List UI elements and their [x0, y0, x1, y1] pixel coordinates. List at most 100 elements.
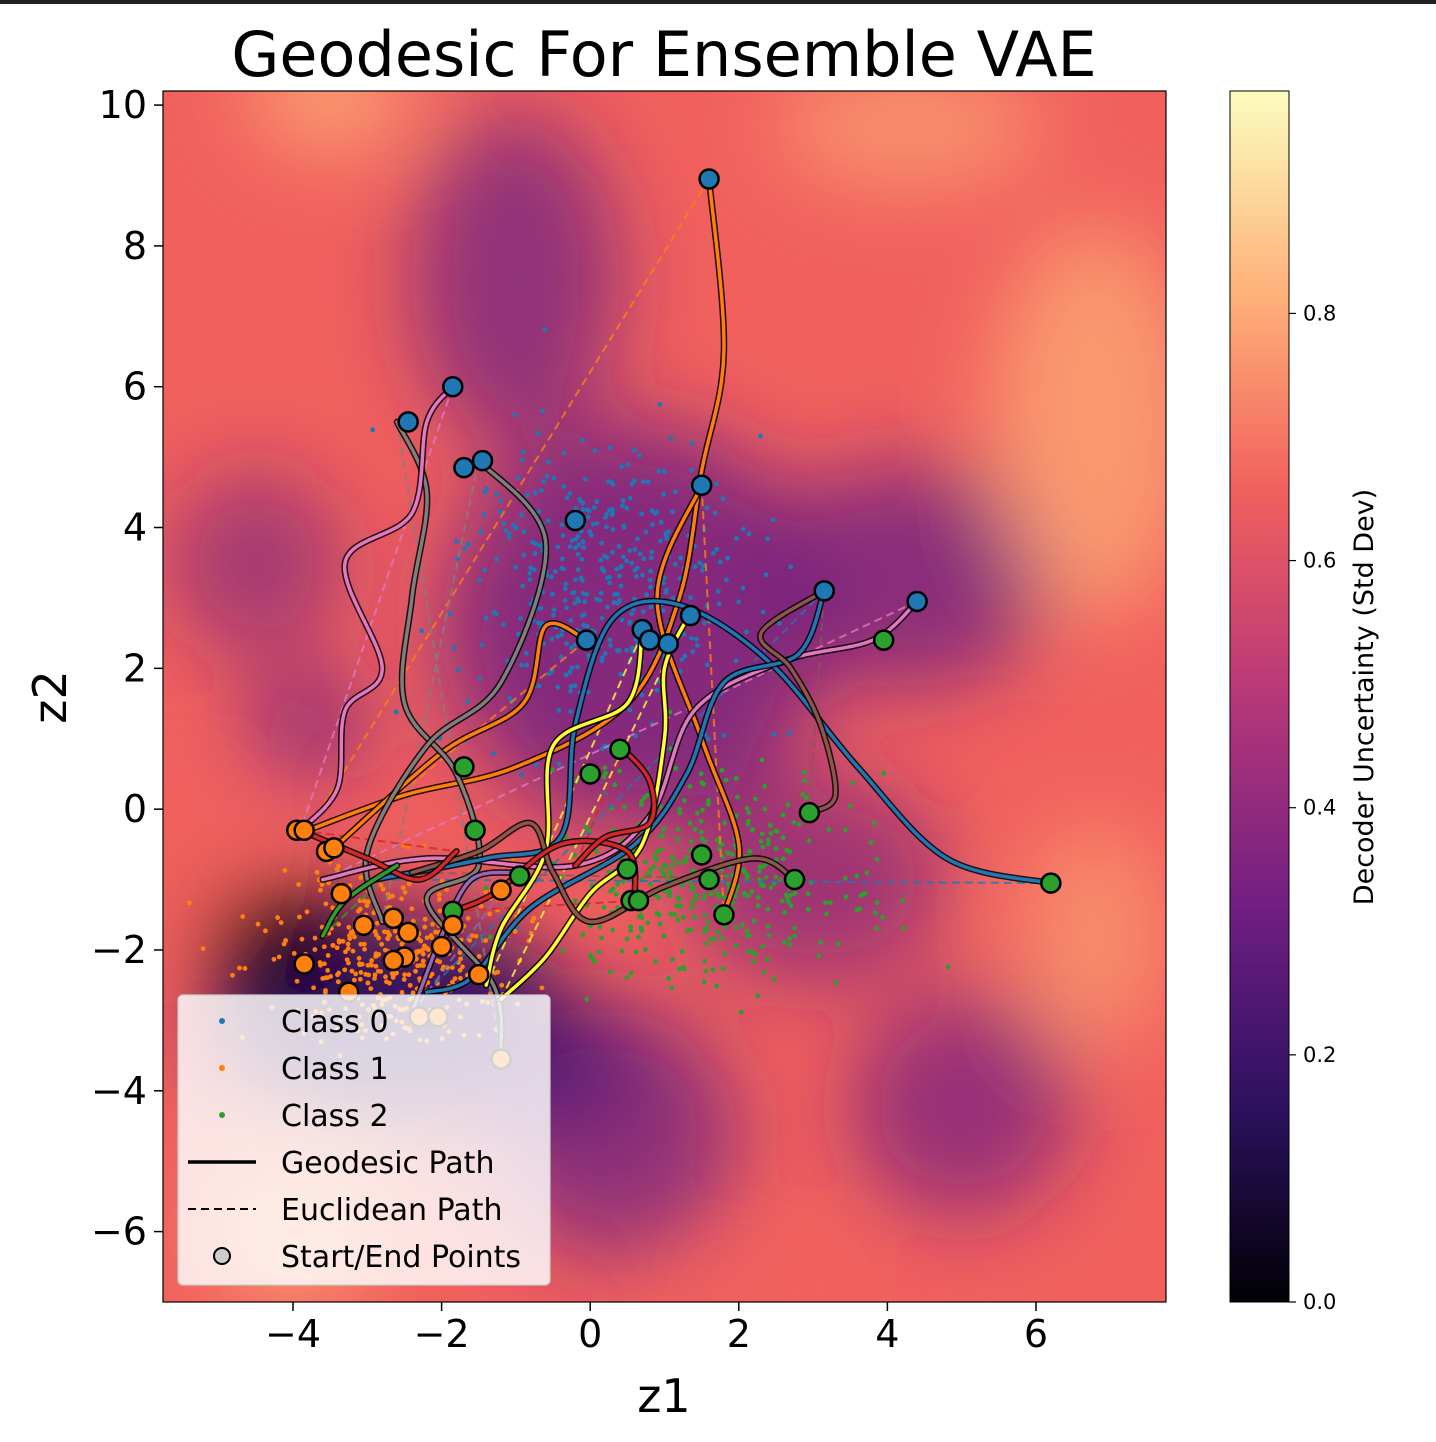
data-point	[677, 810, 683, 816]
data-point	[558, 654, 564, 660]
data-point	[476, 953, 482, 959]
data-point	[716, 601, 722, 607]
data-point	[356, 908, 361, 914]
data-point	[721, 733, 727, 738]
data-point	[823, 900, 828, 906]
data-point	[776, 621, 782, 626]
data-point	[520, 449, 526, 455]
data-point	[624, 505, 630, 511]
data-point	[323, 901, 329, 907]
y-tick-label: −6	[91, 1210, 147, 1254]
data-point	[575, 567, 581, 573]
data-point	[242, 966, 248, 971]
data-point	[654, 687, 660, 693]
data-point	[804, 795, 809, 801]
data-point	[736, 599, 742, 605]
data-point	[801, 769, 807, 775]
data-point	[658, 519, 664, 525]
data-point	[590, 955, 595, 961]
data-point	[462, 546, 468, 551]
data-point	[616, 544, 622, 549]
data-point	[690, 649, 696, 655]
data-point	[479, 642, 485, 648]
data-point	[607, 580, 612, 586]
data-point	[456, 667, 462, 672]
data-point	[673, 765, 678, 771]
data-point	[842, 875, 848, 881]
data-point	[847, 803, 853, 809]
data-point	[616, 768, 622, 774]
data-point	[663, 863, 669, 869]
data-point	[712, 936, 718, 942]
data-point	[578, 498, 583, 504]
data-point	[637, 453, 642, 458]
data-point	[746, 949, 752, 954]
data-point	[497, 509, 503, 514]
data-point	[651, 864, 657, 870]
colorbar-ticks: 0.0 0.2 0.4 0.6 0.8	[1289, 301, 1336, 1314]
data-point	[704, 941, 710, 947]
data-point	[562, 598, 568, 604]
data-point	[371, 910, 377, 916]
data-point	[733, 943, 739, 949]
data-point	[703, 968, 709, 974]
data-point	[550, 591, 555, 597]
start-end-marker	[698, 868, 720, 891]
data-point	[555, 684, 561, 690]
data-point	[345, 941, 351, 947]
data-point	[570, 590, 575, 596]
data-point	[690, 899, 695, 905]
data-point	[546, 459, 551, 465]
colorbar-tick-label: 0.2	[1303, 1043, 1336, 1067]
data-point	[314, 869, 320, 875]
data-point	[669, 957, 675, 962]
data-point	[609, 512, 615, 518]
data-point	[657, 847, 662, 853]
data-point	[578, 528, 584, 534]
data-point	[271, 956, 277, 962]
legend-entry: Euclidean Path	[188, 1193, 502, 1228]
data-point	[386, 931, 392, 937]
data-point	[786, 730, 792, 736]
data-point	[362, 946, 367, 952]
data-point	[627, 495, 633, 501]
data-point	[689, 441, 695, 446]
data-point	[705, 920, 711, 926]
data-point	[644, 592, 649, 597]
data-point	[366, 972, 372, 978]
data-point	[749, 827, 755, 833]
euclidean-path	[452, 899, 635, 913]
euclidean-path	[396, 421, 503, 1056]
data-point	[765, 906, 771, 912]
data-point	[564, 495, 570, 501]
data-point	[689, 635, 694, 641]
start-end-marker	[490, 879, 512, 901]
data-point	[850, 780, 855, 786]
data-point	[391, 972, 397, 978]
data-point	[649, 522, 655, 528]
data-point	[689, 904, 694, 910]
data-point	[787, 849, 793, 855]
data-point	[782, 910, 788, 915]
data-point	[757, 864, 763, 870]
data-point	[519, 457, 525, 462]
colorbar-tick-label: 0.8	[1303, 301, 1336, 325]
data-point	[519, 772, 524, 778]
data-point	[365, 962, 371, 968]
legend-entry: Class 2	[219, 1099, 389, 1134]
data-point	[805, 891, 811, 897]
start-end-marker	[397, 921, 419, 944]
data-point	[704, 505, 710, 511]
data-point	[843, 894, 849, 900]
data-point	[702, 913, 708, 918]
data-point	[945, 964, 951, 970]
start-end-marker	[579, 763, 601, 785]
data-point	[639, 692, 645, 698]
data-point	[723, 577, 729, 583]
data-point	[560, 533, 566, 538]
data-point	[481, 512, 487, 518]
euclidean-path	[300, 829, 457, 853]
data-point	[635, 536, 640, 542]
data-point	[642, 947, 648, 953]
data-point	[699, 807, 705, 813]
